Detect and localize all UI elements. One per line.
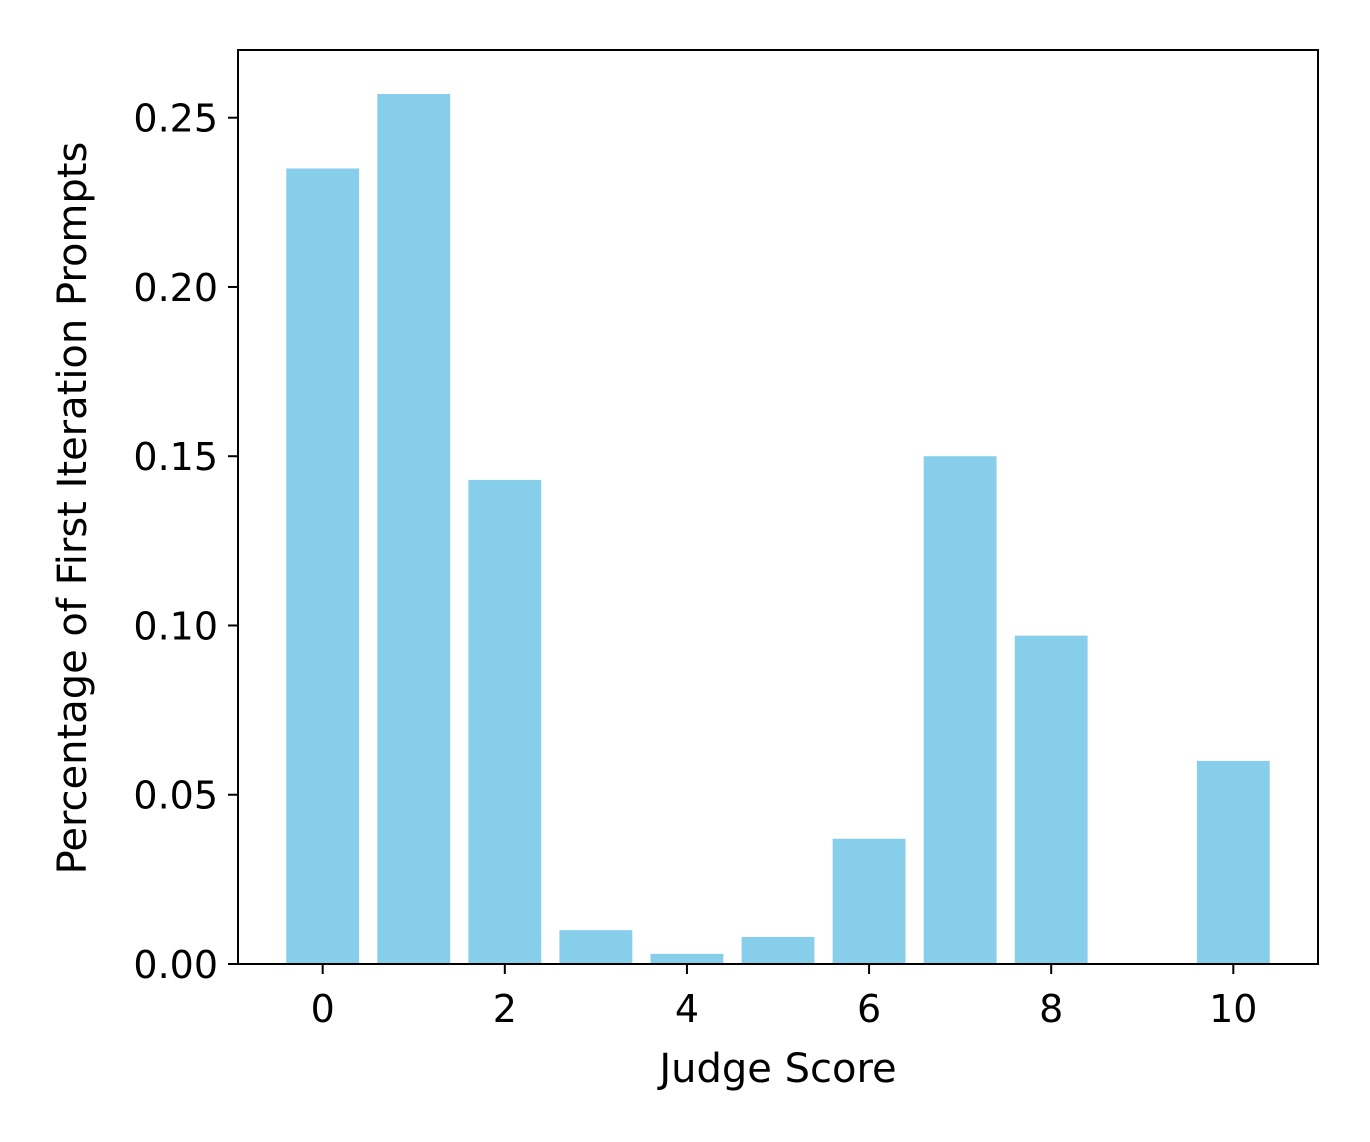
x-tick-label: 10 xyxy=(1209,987,1257,1031)
y-tick-label: 0.20 xyxy=(133,266,218,310)
bar-score-6 xyxy=(832,838,906,964)
bar-score-0 xyxy=(286,168,360,965)
bar-score-3 xyxy=(559,930,633,964)
y-axis-title: Percentage of First Iteration Prompts xyxy=(50,142,96,875)
bar-score-2 xyxy=(468,479,542,964)
bar-score-10 xyxy=(1196,760,1270,964)
bar-score-5 xyxy=(741,936,815,964)
y-tick-label: 0.00 xyxy=(133,943,218,987)
x-tick-label: 2 xyxy=(493,987,517,1031)
x-tick-label: 0 xyxy=(311,987,335,1031)
y-tick-label: 0.15 xyxy=(133,435,218,479)
bar-score-4 xyxy=(650,953,724,964)
bar-score-1 xyxy=(377,94,451,965)
bar-score-7 xyxy=(923,456,997,964)
x-tick-label: 8 xyxy=(1039,987,1063,1031)
y-tick-label: 0.05 xyxy=(133,774,218,818)
y-tick-label: 0.25 xyxy=(133,97,218,141)
bars-layer xyxy=(286,94,1270,965)
y-tick-label: 0.10 xyxy=(133,604,218,648)
x-axis-title: Judge Score xyxy=(656,1046,896,1092)
x-tick-label: 4 xyxy=(675,987,699,1031)
x-tick-label: 6 xyxy=(857,987,881,1031)
bar-score-8 xyxy=(1014,635,1088,964)
ticks-layer: 0 2 4 6 8 10 0.00 0.05 0.10 0.15 0.20 0.25 xyxy=(133,97,1257,1031)
plot-frame xyxy=(237,49,1319,965)
